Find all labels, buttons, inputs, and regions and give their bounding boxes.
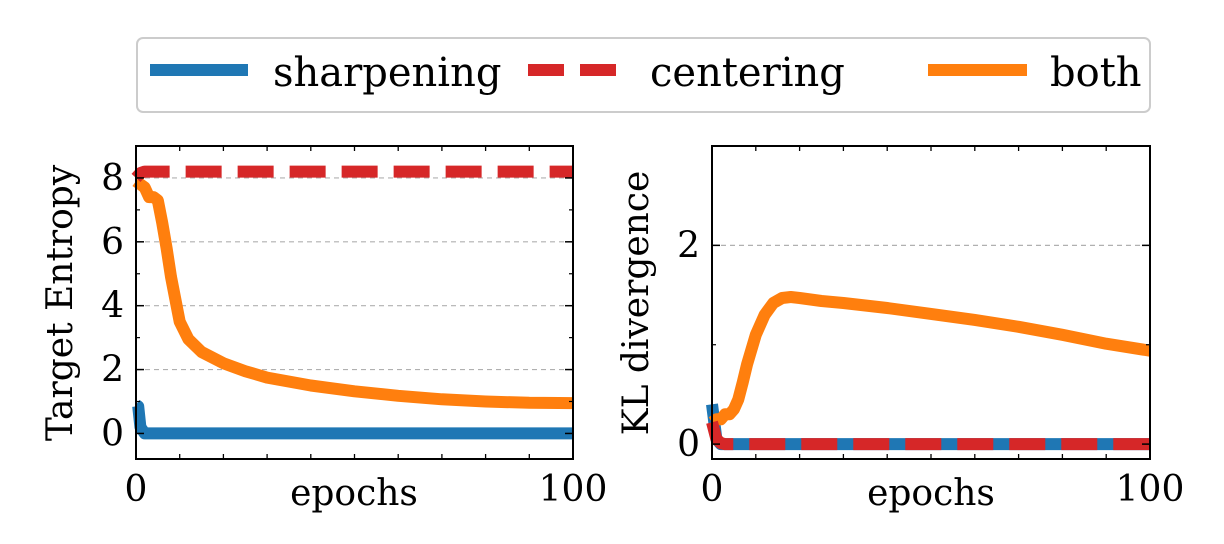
ticks-right: 0 2 0 100: [677, 146, 1184, 510]
y-tick-label-left-6: 6: [101, 222, 124, 263]
x-tick-label-right-100: 100: [1116, 469, 1185, 510]
axes-frame-left: [135, 145, 574, 460]
x-axis-label-right: epochs: [867, 473, 995, 514]
lines-right: [706, 291, 1151, 451]
y-tick-label-left-8: 8: [101, 158, 124, 199]
ticks-left: 0 2 4 6 8 0 100: [101, 146, 607, 510]
lines-left: [131, 165, 574, 440]
grid-left: [136, 177, 573, 371]
series-line-left-centering: [131, 165, 573, 182]
series-line-right-both: [708, 291, 1151, 428]
legend-label-centering: centering: [650, 50, 845, 96]
y-tick-label-left-2: 2: [101, 350, 124, 391]
y-tick-label-right-2: 2: [677, 225, 700, 266]
y-tick-label-left-0: 0: [101, 413, 124, 454]
y-axis-label-right: KL divergence: [616, 171, 657, 436]
y-tick-label-right-0: 0: [677, 424, 700, 465]
series-line-left-both: [132, 176, 574, 410]
series-line-left-sharpening: [132, 399, 573, 440]
y-tick-label-left-4: 4: [101, 286, 124, 327]
x-axis-label-left: epochs: [290, 473, 418, 514]
legend-label-both: both: [1050, 50, 1142, 96]
x-tick-label-left-100: 100: [539, 469, 608, 510]
panel-kl-divergence: 0 2 0 100 epochs KL divergence: [616, 145, 1184, 514]
legend-frame: [136, 37, 1151, 113]
legend: sharpening centering both: [136, 37, 1151, 113]
series-line-right-centering: [706, 420, 1150, 451]
panel-target-entropy: 0 2 4 6 8 0 100 epochs Target Entropy: [40, 145, 607, 514]
x-tick-label-left-0: 0: [125, 469, 148, 510]
legend-label-sharpening: sharpening: [273, 50, 501, 96]
y-axis-label-left: Target Entropy: [40, 164, 81, 441]
x-tick-label-right-0: 0: [701, 469, 724, 510]
